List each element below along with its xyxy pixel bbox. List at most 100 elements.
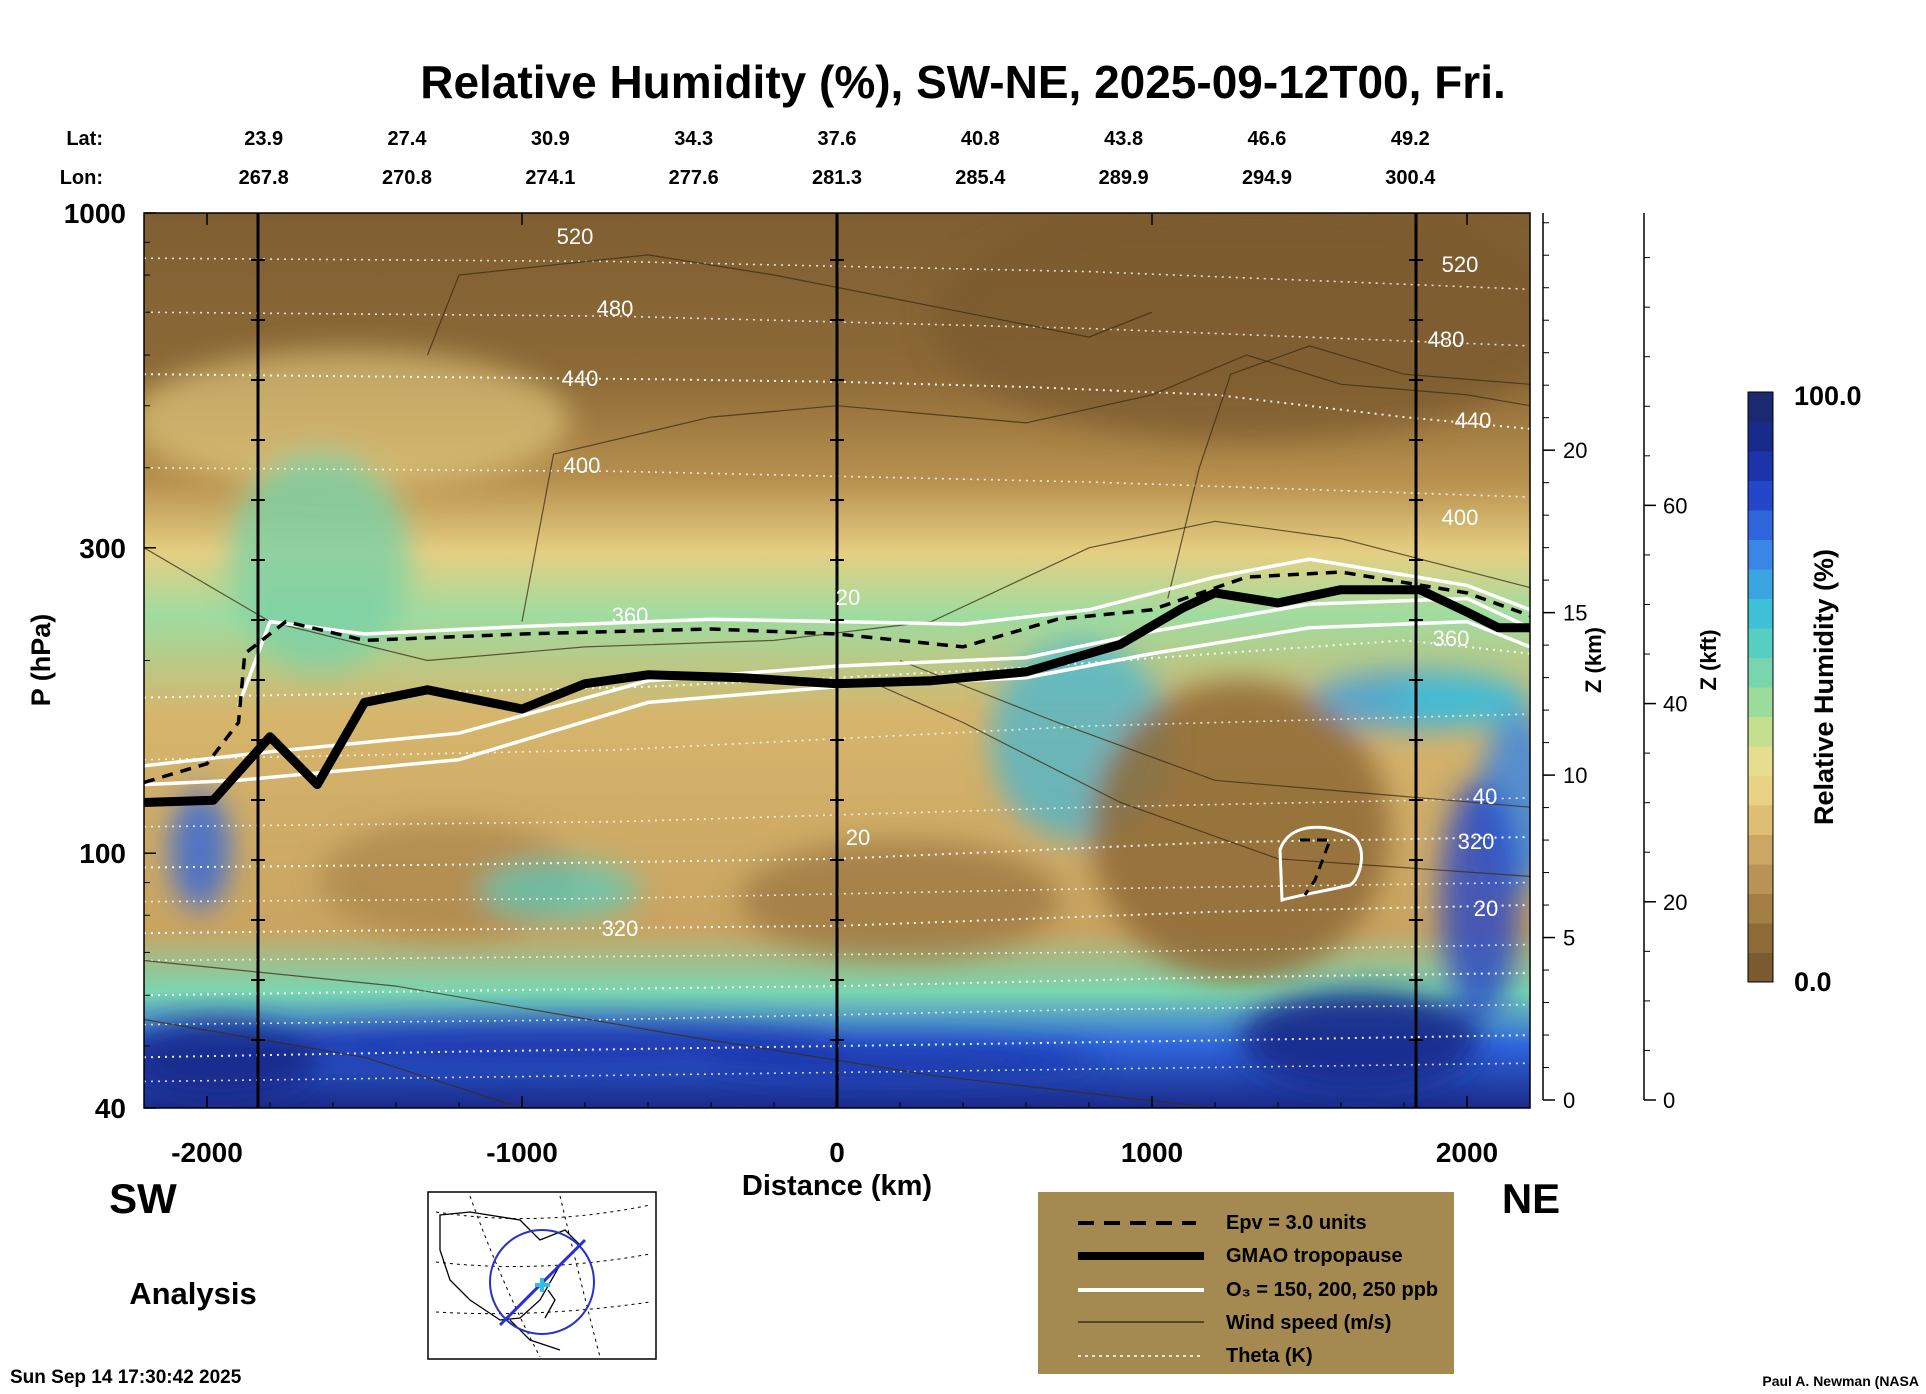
wind-label-upper: 20 <box>836 585 860 610</box>
colorbar-cell <box>1748 539 1773 570</box>
plot-area <box>144 213 1530 1108</box>
coord-ticks: 23.9 267.8 27.4 270.8 30.9 274.1 34.3 277.6 37.6… <box>239 128 1437 189</box>
wind-speed-line <box>899 659 1530 808</box>
z-km-axis: 0 5 10 15 20 <box>1542 213 1587 1113</box>
lon-value: 274.1 <box>525 167 575 189</box>
x-tick-label: -2000 <box>171 1137 243 1168</box>
wind-label-lower: 20 <box>1474 896 1498 921</box>
wind-speed-line <box>426 254 1153 356</box>
theta-label-440-right: 440 <box>1455 408 1492 433</box>
theta-label-440: 440 <box>562 366 599 391</box>
lon-value: 281.3 <box>812 167 862 189</box>
z-kft-axis: 0 20 40 60 <box>1643 213 1687 1113</box>
timestamp: Sun Sep 14 17:30:42 2025 <box>10 1367 242 1388</box>
theta-label-520-right: 520 <box>1442 252 1479 277</box>
epv-contour <box>144 570 1530 785</box>
lat-value: 46.6 <box>1248 128 1287 150</box>
end-label-ne: NE <box>1502 1175 1560 1222</box>
lat-value: 40.8 <box>961 128 1000 150</box>
theta-label-360-right: 360 <box>1433 626 1470 651</box>
wind-label-mid: 20 <box>846 825 870 850</box>
colorbar-cell <box>1748 392 1773 422</box>
z-kft-tick-label: 40 <box>1663 692 1687 717</box>
colorbar-cell <box>1748 598 1773 629</box>
colorbar: 100.0 0.0 Relative Humidity (%) <box>1747 381 1862 997</box>
x-tick-label: -1000 <box>486 1137 558 1168</box>
theta-label-320-right: 320 <box>1458 829 1495 854</box>
theta-line-extra <box>144 943 1530 962</box>
p-tick-label: 100 <box>79 838 126 869</box>
pressure-axis: 40 100 300 1000 <box>64 198 156 1124</box>
lat-value: 43.8 <box>1104 128 1143 150</box>
credit: Paul A. Newman (NASA <box>1762 1373 1919 1389</box>
theta-line-extra <box>144 881 1530 903</box>
theta-label-480-right: 480 <box>1428 327 1465 352</box>
lon-value: 277.6 <box>669 167 719 189</box>
y-axis-label: P (hPa) <box>26 614 56 707</box>
tropopause-line <box>144 585 1530 807</box>
lat-value: 34.3 <box>674 128 713 150</box>
end-label-sw: SW <box>109 1175 177 1222</box>
section-vline-ticks <box>251 259 1423 1041</box>
ozone-line <box>144 596 1530 768</box>
colorbar-cell <box>1748 510 1773 540</box>
theta-line-extra <box>144 467 1530 498</box>
lon-value: 289.9 <box>1099 167 1149 189</box>
theta-label-400-right: 400 <box>1442 505 1479 530</box>
theta-label-520: 520 <box>557 224 594 249</box>
wind-speed-line <box>521 354 1530 622</box>
legend-label-tropopause: GMAO tropopause <box>1226 1245 1403 1267</box>
legend-label-ozone: O₃ = 150, 200, 250 ppb <box>1226 1279 1438 1301</box>
lat-value: 37.6 <box>818 128 857 150</box>
z-km-label: Z (km) <box>1581 627 1606 693</box>
epv-closed-contour <box>1300 838 1333 896</box>
wind-speed-line <box>1167 345 1530 599</box>
contour-labels: 520 480 440 400 360 320 520 480 440 400 … <box>557 224 1499 941</box>
colorbar-cell <box>1748 746 1773 776</box>
chart-title: Relative Humidity (%), SW-NE, 2025-09-12… <box>420 56 1506 108</box>
x-tick-label: 1000 <box>1121 1137 1183 1168</box>
colorbar-cell <box>1748 628 1773 658</box>
lat-value: 23.9 <box>244 128 283 150</box>
colorbar-cell <box>1748 923 1773 953</box>
p-tick-label: 300 <box>79 533 126 564</box>
theta-line-extra <box>144 1062 1530 1083</box>
z-kft-label: Z (kft) <box>1696 629 1721 690</box>
z-km-tick-label: 0 <box>1563 1088 1575 1113</box>
lon-value: 300.4 <box>1385 167 1436 189</box>
colorbar-cell <box>1748 480 1773 511</box>
colorbar-cell <box>1748 451 1773 481</box>
epv-line <box>144 570 1530 785</box>
legend: Epv = 3.0 units GMAO tropopause O₃ = 150… <box>1038 1192 1454 1374</box>
wind-label-40: 40 <box>1473 784 1497 809</box>
lon-value: 267.8 <box>239 167 289 189</box>
lon-value: 270.8 <box>382 167 432 189</box>
colorbar-cell <box>1748 569 1773 599</box>
wind-speed-line <box>144 1018 523 1108</box>
tropopause-path <box>144 585 1530 807</box>
lat-label: Lat: <box>66 128 103 150</box>
theta-label-360: 360 <box>612 603 649 628</box>
lon-label: Lon: <box>60 167 103 189</box>
z-kft-tick-label: 20 <box>1663 890 1687 915</box>
colorbar-max-label: 100.0 <box>1794 381 1862 411</box>
legend-label-epv: Epv = 3.0 units <box>1226 1212 1367 1234</box>
wind-speed-line <box>144 520 1530 662</box>
colorbar-min-label: 0.0 <box>1794 967 1832 997</box>
lon-value: 294.9 <box>1242 167 1292 189</box>
wind-speed-line <box>144 959 1216 1108</box>
z-kft-tick-label: 60 <box>1663 493 1687 518</box>
x-axis-label: Distance (km) <box>742 1170 932 1202</box>
colorbar-cell <box>1748 805 1773 835</box>
colorbar-cell <box>1748 687 1773 717</box>
theta-line-320 <box>144 373 1530 430</box>
z-km-tick-label: 20 <box>1563 438 1587 463</box>
legend-label-wind: Wind speed (m/s) <box>1226 1312 1391 1334</box>
z-kft-tick-label: 0 <box>1663 1088 1675 1113</box>
z-km-tick-label: 10 <box>1563 763 1587 788</box>
theta-label-400: 400 <box>564 453 601 478</box>
theta-line-extra <box>144 311 1530 347</box>
x-tick-label: 0 <box>829 1137 845 1168</box>
colorbar-cell <box>1748 864 1773 894</box>
